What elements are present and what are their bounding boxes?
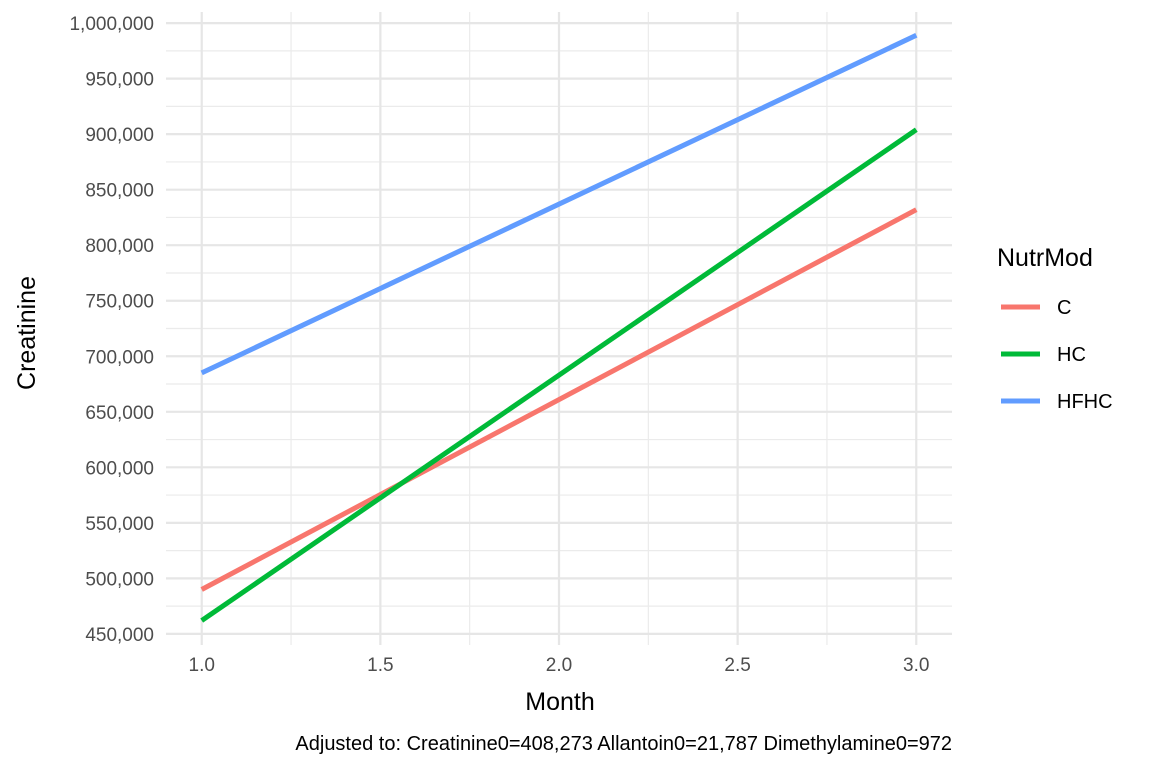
x-axis-title: Month (525, 688, 594, 716)
legend-item-c: C (1001, 297, 1071, 319)
y-tick-label: 950,000 (85, 70, 154, 91)
y-tick-label: 750,000 (85, 292, 154, 313)
x-tick-label: 1.5 (367, 655, 393, 676)
y-tick-label: 800,000 (85, 236, 154, 257)
x-axis-tick-labels: 1.0 1.5 2.0 2.5 3.0 (189, 655, 930, 676)
y-tick-label: 900,000 (85, 125, 154, 146)
y-tick-label: 1,000,000 (69, 14, 154, 35)
y-tick-label: 850,000 (85, 181, 154, 202)
y-tick-label: 700,000 (85, 347, 154, 368)
y-tick-label: 500,000 (85, 569, 154, 590)
chart-caption: Adjusted to: Creatinine0=408,273 Allanto… (295, 733, 952, 755)
x-tick-label: 1.0 (189, 655, 215, 676)
x-tick-label: 2.5 (724, 655, 750, 676)
legend-item-hfhc: HFHC (1001, 391, 1113, 413)
y-axis-tick-labels: 450,000 500,000 550,000 600,000 650,000 700,0… (69, 14, 154, 646)
x-tick-label: 2.0 (546, 655, 572, 676)
y-tick-label: 600,000 (85, 458, 154, 479)
legend-item-hc: HC (1001, 344, 1086, 366)
y-tick-label: 650,000 (85, 403, 154, 424)
y-tick-label: 450,000 (85, 625, 154, 646)
y-tick-label: 550,000 (85, 514, 154, 535)
x-tick-label: 3.0 (903, 655, 929, 676)
legend-label: C (1057, 297, 1071, 319)
legend: NutrMod C HC HFHC (997, 244, 1113, 413)
legend-label: HC (1057, 344, 1086, 366)
legend-items: C HC HFHC (1001, 297, 1113, 413)
legend-title: NutrMod (997, 244, 1093, 272)
y-axis-title: Creatinine (13, 276, 41, 390)
legend-label: HFHC (1057, 391, 1113, 413)
